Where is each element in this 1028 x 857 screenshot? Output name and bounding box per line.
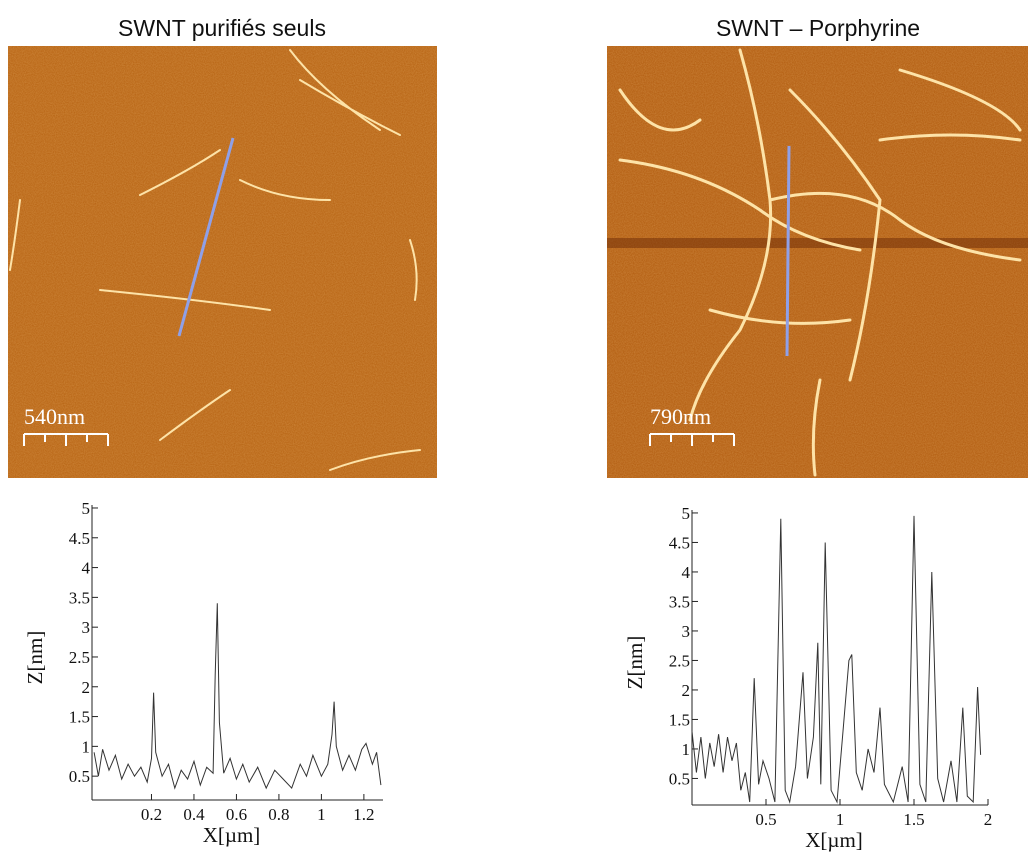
x-tick-label: 0.6 [226, 805, 247, 824]
y-tick-label: 1 [82, 737, 91, 756]
y-tick-label: 3 [82, 618, 91, 637]
afm-image [8, 46, 437, 478]
x-tick-label: 1 [317, 805, 326, 824]
afm-image [607, 46, 1028, 478]
panel-title: SWNT – Porphyrine [716, 15, 920, 41]
y-tick-label: 4.5 [69, 529, 90, 548]
y-tick-label: 0.5 [669, 769, 690, 788]
y-tick-label: 4 [82, 559, 91, 578]
x-tick-label: 0.5 [755, 810, 776, 829]
x-axis-label: X[µm] [203, 823, 261, 847]
x-tick-label: 2 [984, 810, 993, 829]
y-tick-label: 5 [682, 504, 691, 523]
y-axis-label: Z[nm] [23, 631, 47, 685]
y-tick-label: 2.5 [69, 648, 90, 667]
x-tick-label: 0.4 [183, 805, 205, 824]
scale-bar-label: 790nm [650, 404, 711, 429]
y-tick-label: 4.5 [669, 533, 690, 552]
scale-bar-label: 540nm [24, 404, 85, 429]
y-tick-label: 1.5 [669, 710, 690, 729]
y-tick-label: 3.5 [69, 588, 90, 607]
y-tick-label: 1.5 [69, 708, 90, 727]
y-tick-label: 2 [682, 681, 691, 700]
x-tick-label: 1.2 [353, 805, 374, 824]
y-tick-label: 3 [682, 622, 691, 641]
x-tick-label: 1.5 [903, 810, 924, 829]
profile-line [691, 515, 982, 804]
x-tick-label: 0.2 [141, 805, 162, 824]
panel-title: SWNT purifiés seuls [118, 15, 326, 41]
y-tick-label: 0.5 [69, 767, 90, 786]
y-tick-label: 4 [682, 563, 691, 582]
y-tick-label: 5 [82, 499, 91, 518]
profile-line [93, 603, 382, 790]
x-tick-label: 1 [836, 810, 845, 829]
y-tick-label: 2.5 [669, 651, 690, 670]
y-tick-label: 2 [82, 678, 91, 697]
x-tick-label: 0.8 [268, 805, 289, 824]
y-tick-label: 1 [682, 740, 691, 759]
y-axis-label: Z[nm] [623, 636, 647, 690]
y-tick-label: 3.5 [669, 592, 690, 611]
x-axis-label: X[µm] [805, 828, 863, 852]
